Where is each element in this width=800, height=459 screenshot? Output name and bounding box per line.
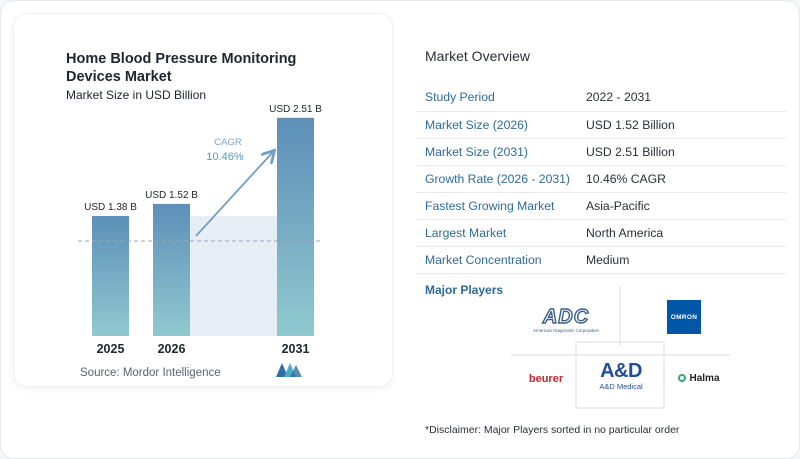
beurer-logo-text: beurer xyxy=(528,373,564,385)
overview-key: Study Period xyxy=(416,84,586,112)
overview-row: Market Size (2026) USD 1.52 Billion xyxy=(416,111,786,139)
player-beurer-logo: beurer xyxy=(524,370,568,388)
adc-logo-text: ADC xyxy=(542,305,590,328)
bar-data-label: USD 1.38 B xyxy=(84,202,137,213)
x-tick-label: 2025 xyxy=(97,342,125,356)
overview-row: Study Period 2022 - 2031 xyxy=(416,84,786,112)
omron-logo-text: OMRON xyxy=(670,313,698,321)
overview-title: Market Overview xyxy=(425,48,531,64)
player-halma-logo: Halma xyxy=(675,370,723,386)
source-text: Source: Mordor Intelligence xyxy=(80,367,221,379)
overview-row: Largest Market North America xyxy=(416,219,786,247)
overview-key: Market Size (2031) xyxy=(416,138,586,166)
x-tick-label: 2031 xyxy=(282,342,310,356)
overview-value: 2022 - 2031 xyxy=(586,84,786,112)
overview-table: Study Period 2022 - 2031 Market Size (2026… xyxy=(416,84,786,274)
chart-subtitle: Market Size in USD Billion xyxy=(66,88,207,102)
overview-key: Growth Rate (2026 - 2031) xyxy=(416,165,586,193)
and-logo-subtext: A&D Medical xyxy=(599,382,643,391)
overview-key: Market Concentration xyxy=(416,246,586,274)
overview-value: Medium xyxy=(586,246,786,274)
halma-ring-icon xyxy=(678,374,687,382)
bar-chart: USD 1.38 B 2025 USD 1.52 B 2026 USD 2.51 B 20… xyxy=(78,104,322,356)
bar-data-label: USD 1.52 B xyxy=(145,190,198,201)
player-omron-logo: OMRON xyxy=(667,300,701,334)
players-title: Major Players xyxy=(425,283,504,297)
overview-value: USD 1.52 Billion xyxy=(586,111,786,139)
growth-area xyxy=(190,216,277,336)
bar-2031 xyxy=(277,117,314,336)
bar-2025 xyxy=(92,216,129,336)
overview-row: Market Size (2031) USD 2.51 Billion xyxy=(416,138,786,166)
player-adc-logo: ADC American Diagnostic Corporation xyxy=(526,302,606,336)
adc-logo-subtext: American Diagnostic Corporation xyxy=(532,327,600,333)
mordor-logo-icon xyxy=(276,363,302,377)
overview-row: Market Concentration Medium xyxy=(416,246,786,274)
cagr-label: CAGR xyxy=(214,137,242,148)
overview-value: North America xyxy=(586,219,786,247)
overview-key: Fastest Growing Market xyxy=(416,192,586,220)
halma-logo-text: Halma xyxy=(689,372,720,384)
cagr-arrow xyxy=(195,153,272,237)
overview-key: Largest Market xyxy=(416,219,586,247)
bar-2026 xyxy=(153,203,190,336)
and-logo-text: A&D xyxy=(600,360,642,382)
player-and-logo: A&D A&D Medical xyxy=(584,358,658,394)
overview-key: Market Size (2026) xyxy=(416,111,586,139)
overview-row: Fastest Growing Market Asia-Pacific xyxy=(416,192,786,220)
x-tick-label: 2026 xyxy=(158,342,186,356)
overview-value: 10.46% CAGR xyxy=(586,165,786,193)
bar-data-label: USD 2.51 B xyxy=(269,104,322,115)
overview-row: Growth Rate (2026 - 2031) 10.46% CAGR xyxy=(416,165,786,193)
overview-value: Asia-Pacific xyxy=(586,192,786,220)
disclaimer-text: *Disclaimer: Major Players sorted in no … xyxy=(425,424,680,436)
overview-value: USD 2.51 Billion xyxy=(586,138,786,166)
chart-title: Home Blood Pressure Monitoring Devices M… xyxy=(66,51,297,85)
cagr-value: 10.46% xyxy=(206,151,244,163)
